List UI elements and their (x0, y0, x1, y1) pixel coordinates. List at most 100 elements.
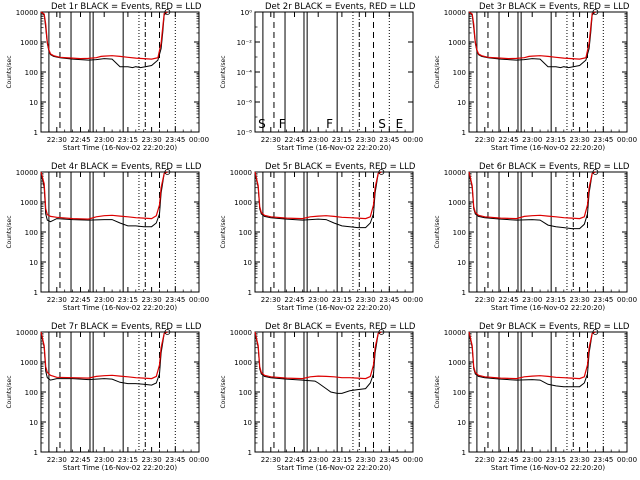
y-axis-label: Counts/sec (434, 215, 441, 248)
series-events-line (468, 331, 596, 388)
x-tick-label: 23:45 (165, 456, 185, 464)
series-events-line (468, 171, 596, 230)
x-tick-label: 22:45 (284, 456, 304, 464)
saa-marker-circle (592, 329, 599, 335)
saa-marker-circle (378, 329, 385, 335)
saa-marker-circle (378, 169, 385, 175)
series-lld-line (40, 331, 168, 380)
y-tick-label: 10⁰ (240, 9, 252, 17)
y-tick-label: 1000 (20, 39, 38, 47)
x-tick-label: 23:30 (142, 296, 162, 304)
interval-marker-label: F (326, 117, 333, 131)
panel-title: Det 3r BLACK = Events, RED = LLD (479, 2, 630, 12)
x-tick-label: 00:00 (617, 296, 637, 304)
y-tick-label: 100 (25, 229, 38, 237)
y-axis-label: Counts/sec (6, 55, 13, 88)
x-tick-label: 23:15 (546, 136, 566, 144)
y-tick-label: 1000 (20, 359, 38, 367)
saa-marker-circle (592, 9, 599, 15)
y-tick-label: 1 (34, 129, 38, 137)
x-tick-label: 22:30 (261, 296, 281, 304)
y-tick-label: 10⁻² (237, 39, 253, 47)
panel-title: Det 1r BLACK = Events, RED = LLD (51, 2, 202, 12)
x-axis-label: Start Time (16-Nov-02 22:20:20) (63, 304, 177, 312)
x-tick-label: 22:30 (47, 296, 67, 304)
y-tick-label: 1 (462, 289, 466, 297)
x-tick-label: 23:00 (94, 136, 114, 144)
y-tick-label: 10⁻⁸ (237, 129, 253, 137)
x-tick-label: 23:30 (570, 456, 590, 464)
y-tick-label: 100 (239, 389, 252, 397)
panel-det-6: Det 6r BLACK = Events, RED = LLD Counts/s… (434, 162, 637, 312)
panel-det-2: Det 2r BLACK = Events, RED = LLD Counts/s… (220, 2, 423, 152)
x-tick-label: 22:45 (70, 456, 90, 464)
x-tick-label: 22:45 (284, 296, 304, 304)
x-axis-label: Start Time (16-Nov-02 22:20:20) (63, 464, 177, 472)
series-lld-line (40, 171, 168, 220)
y-tick-label: 100 (25, 69, 38, 77)
panel-title: Det 2r BLACK = Events, RED = LLD (265, 2, 416, 12)
y-tick-label: 10⁻⁴ (237, 69, 253, 77)
y-axis-label: Counts/sec (434, 55, 441, 88)
y-tick-label: 10000 (230, 329, 252, 337)
x-axis-label: Start Time (16-Nov-02 22:20:20) (63, 144, 177, 152)
saa-marker-circle (592, 169, 599, 175)
y-tick-label: 10 (457, 419, 466, 427)
series-events-line (40, 171, 168, 228)
series-lld-line (40, 11, 168, 60)
x-tick-label: 23:45 (165, 296, 185, 304)
y-axis-label: Counts/sec (220, 375, 227, 408)
y-tick-label: 10 (29, 419, 38, 427)
x-tick-label: 22:30 (47, 456, 67, 464)
y-tick-label: 10000 (230, 169, 252, 177)
x-tick-label: 23:30 (356, 136, 376, 144)
x-tick-label: 23:45 (379, 136, 399, 144)
x-tick-label: 23:00 (522, 456, 542, 464)
x-tick-label: 23:00 (94, 456, 114, 464)
x-axis-label: Start Time (16-Nov-02 22:20:20) (277, 464, 391, 472)
saa-marker-circle (164, 9, 171, 15)
x-tick-label: 23:45 (593, 296, 613, 304)
x-tick-label: 23:30 (142, 136, 162, 144)
x-axis-label: Start Time (16-Nov-02 22:20:20) (491, 464, 605, 472)
y-tick-label: 1000 (448, 199, 466, 207)
x-axis-label: Start Time (16-Nov-02 22:20:20) (491, 144, 605, 152)
x-tick-label: 23:15 (546, 456, 566, 464)
y-tick-label: 1000 (448, 359, 466, 367)
interval-marker-label: S (258, 117, 266, 131)
saa-marker-circle (164, 329, 171, 335)
series-lld-line (254, 331, 382, 380)
y-tick-label: 1 (34, 449, 38, 457)
panel-det-8: Det 8r BLACK = Events, RED = LLD Counts/s… (220, 322, 423, 472)
x-tick-label: 22:45 (284, 136, 304, 144)
panel-det-7: Det 7r BLACK = Events, RED = LLD Counts/s… (6, 322, 209, 472)
panel-title: Det 7r BLACK = Events, RED = LLD (51, 322, 202, 332)
x-tick-label: 00:00 (189, 456, 209, 464)
x-tick-label: 23:15 (118, 136, 138, 144)
x-tick-label: 00:00 (403, 456, 423, 464)
x-tick-label: 00:00 (189, 136, 209, 144)
x-tick-label: 23:30 (356, 296, 376, 304)
x-tick-label: 23:45 (379, 456, 399, 464)
y-tick-label: 10000 (16, 329, 38, 337)
interval-marker-label: S (378, 117, 386, 131)
panel-title: Det 4r BLACK = Events, RED = LLD (51, 162, 202, 172)
x-tick-label: 23:30 (570, 136, 590, 144)
interval-marker-label: F (279, 117, 286, 131)
interval-marker-label: E (396, 117, 404, 131)
series-events-line (254, 171, 382, 229)
x-tick-label: 23:00 (308, 456, 328, 464)
x-tick-label: 00:00 (189, 296, 209, 304)
y-tick-label: 100 (239, 229, 252, 237)
x-tick-label: 23:45 (379, 296, 399, 304)
x-axis-label: Start Time (16-Nov-02 22:20:20) (491, 304, 605, 312)
x-axis-label: Start Time (16-Nov-02 22:20:20) (277, 144, 391, 152)
x-tick-label: 23:00 (522, 136, 542, 144)
series-events-line (254, 331, 382, 394)
y-tick-label: 10 (457, 99, 466, 107)
y-axis-label: Counts/sec (434, 375, 441, 408)
x-tick-label: 23:45 (165, 136, 185, 144)
y-tick-label: 1 (462, 129, 466, 137)
series-lld-line (254, 171, 382, 220)
